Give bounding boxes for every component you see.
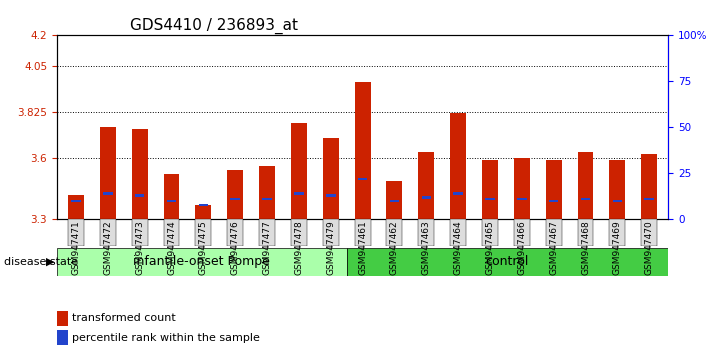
Text: infantile-onset Pompe: infantile-onset Pompe <box>133 256 270 268</box>
FancyBboxPatch shape <box>418 219 434 246</box>
Bar <box>546 160 562 219</box>
Text: GSM947467: GSM947467 <box>549 220 558 275</box>
Text: GSM947479: GSM947479 <box>326 220 336 275</box>
FancyBboxPatch shape <box>450 219 466 246</box>
Bar <box>164 175 179 219</box>
Text: GSM947478: GSM947478 <box>294 220 304 275</box>
Text: ▶: ▶ <box>46 257 55 267</box>
Bar <box>71 200 81 202</box>
Text: percentile rank within the sample: percentile rank within the sample <box>73 332 260 343</box>
FancyBboxPatch shape <box>196 219 211 246</box>
Bar <box>259 166 275 219</box>
FancyBboxPatch shape <box>228 219 243 246</box>
Text: GSM947470: GSM947470 <box>645 220 653 275</box>
Bar <box>132 130 148 219</box>
Text: transformed count: transformed count <box>73 313 176 323</box>
Bar <box>641 154 657 219</box>
Bar <box>228 170 243 219</box>
Bar <box>549 200 558 202</box>
FancyBboxPatch shape <box>132 219 148 246</box>
Bar <box>450 113 466 219</box>
Bar <box>577 152 594 219</box>
Bar <box>135 194 144 197</box>
Text: GSM947473: GSM947473 <box>135 220 144 275</box>
FancyBboxPatch shape <box>68 219 84 246</box>
Bar <box>167 200 176 202</box>
Bar <box>482 160 498 219</box>
Text: GSM947468: GSM947468 <box>581 220 590 275</box>
Bar <box>613 200 622 202</box>
FancyBboxPatch shape <box>387 219 402 246</box>
Text: GSM947466: GSM947466 <box>518 220 526 275</box>
Text: GSM947461: GSM947461 <box>358 220 367 275</box>
Text: control: control <box>486 256 529 268</box>
Bar <box>609 160 626 219</box>
Text: GSM947474: GSM947474 <box>167 220 176 275</box>
Bar <box>262 198 272 200</box>
Bar <box>454 193 463 195</box>
Bar <box>517 198 527 200</box>
Bar <box>418 152 434 219</box>
FancyBboxPatch shape <box>259 219 275 246</box>
Bar <box>514 158 530 219</box>
Bar <box>323 138 338 219</box>
Bar <box>422 196 431 199</box>
FancyBboxPatch shape <box>482 219 498 246</box>
Bar <box>390 200 400 202</box>
Text: GSM947465: GSM947465 <box>486 220 494 275</box>
Bar <box>198 204 208 206</box>
FancyBboxPatch shape <box>291 219 307 246</box>
Bar <box>358 178 368 180</box>
Bar <box>644 198 654 200</box>
Text: GSM947472: GSM947472 <box>103 220 112 275</box>
FancyBboxPatch shape <box>609 219 626 246</box>
Text: disease state: disease state <box>4 257 77 267</box>
FancyBboxPatch shape <box>514 219 530 246</box>
Text: GDS4410 / 236893_at: GDS4410 / 236893_at <box>130 18 298 34</box>
Text: GSM947462: GSM947462 <box>390 220 399 275</box>
FancyBboxPatch shape <box>355 219 370 246</box>
FancyBboxPatch shape <box>100 219 116 246</box>
Bar <box>230 198 240 200</box>
Bar <box>326 194 336 197</box>
Bar <box>294 193 304 195</box>
FancyBboxPatch shape <box>57 248 346 276</box>
Bar <box>196 205 211 219</box>
Bar <box>100 127 116 219</box>
Text: GSM947469: GSM947469 <box>613 220 622 275</box>
FancyBboxPatch shape <box>346 248 668 276</box>
Bar <box>68 195 84 219</box>
Bar <box>485 198 495 200</box>
Bar <box>57 311 68 326</box>
Text: GSM947477: GSM947477 <box>262 220 272 275</box>
Text: GSM947464: GSM947464 <box>454 220 463 275</box>
Text: GSM947475: GSM947475 <box>199 220 208 275</box>
Bar <box>355 82 370 219</box>
Bar <box>57 330 68 345</box>
Text: GSM947471: GSM947471 <box>72 220 80 275</box>
FancyBboxPatch shape <box>323 219 338 246</box>
FancyBboxPatch shape <box>641 219 657 246</box>
Text: GSM947476: GSM947476 <box>231 220 240 275</box>
Bar <box>291 123 307 219</box>
Text: GSM947463: GSM947463 <box>422 220 431 275</box>
Bar <box>581 198 590 200</box>
Bar <box>387 181 402 219</box>
FancyBboxPatch shape <box>577 219 594 246</box>
FancyBboxPatch shape <box>164 219 179 246</box>
Bar <box>103 193 112 195</box>
FancyBboxPatch shape <box>546 219 562 246</box>
